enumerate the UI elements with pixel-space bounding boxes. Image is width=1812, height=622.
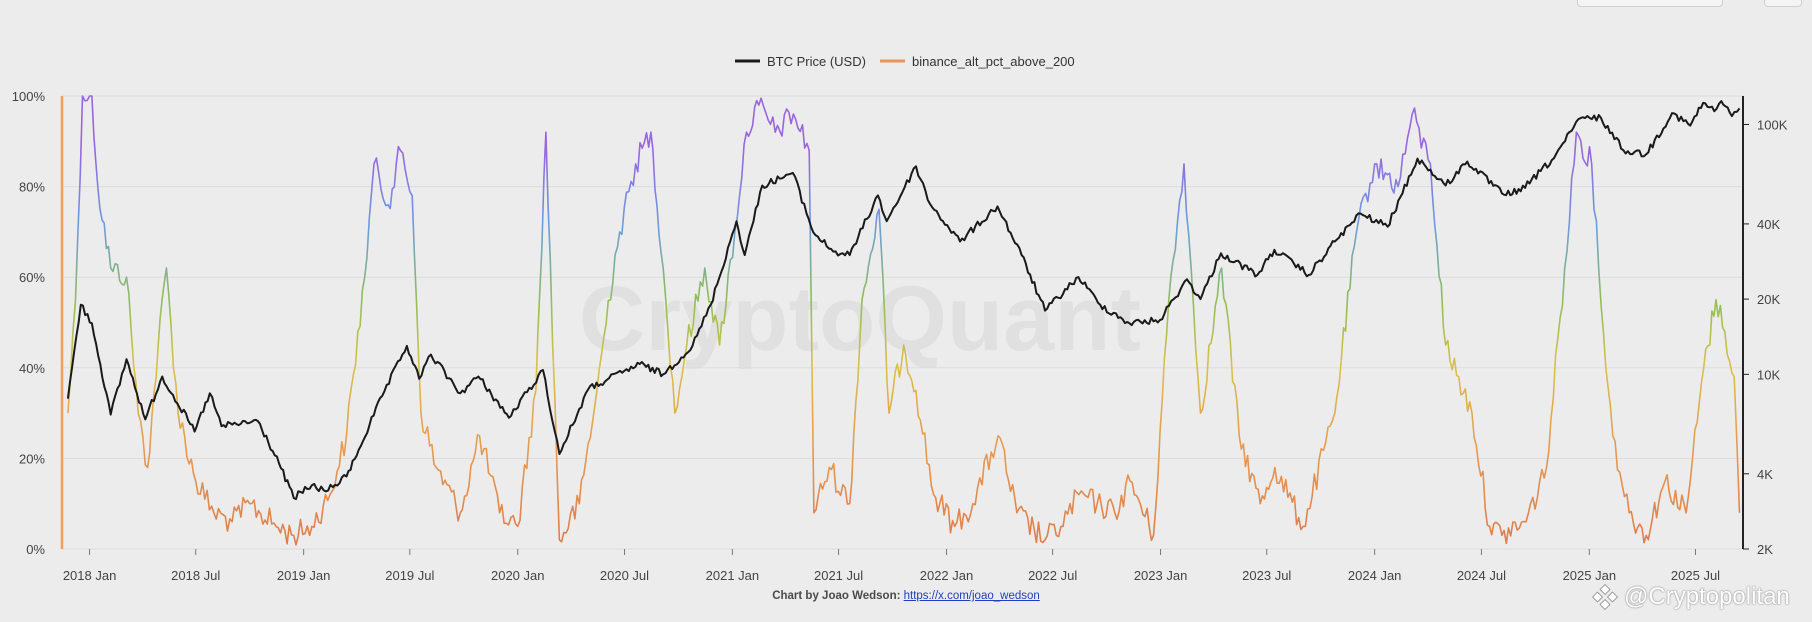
x-tick-label: 2018 Jul — [171, 568, 220, 583]
x-tick-label: 2025 Jul — [1671, 568, 1720, 583]
right-tick-label: 2K — [1757, 542, 1773, 557]
gridlines — [62, 95, 1743, 550]
x-axis: 2018 Jan 2018 Jul 2019 Jan 2019 Jul 2020 Jan… — [63, 549, 1720, 583]
watermark: CryptoQuant — [579, 268, 1141, 370]
credit-link[interactable]: https://x.com/joao_wedson — [903, 590, 1040, 602]
x-tick-label: 2023 Jan — [1134, 568, 1188, 583]
legend-alt-label[interactable]: binance_alt_pct_above_200 — [912, 54, 1075, 69]
x-tick-label: 2022 Jul — [1028, 568, 1077, 583]
left-tick-label: 100% — [12, 89, 46, 104]
left-tick-label: 40% — [19, 361, 45, 376]
alt-pct-series-line — [67, 95, 1741, 546]
credit-line: Chart by Joao Wedson: https://x.com/joao… — [0, 590, 1812, 602]
left-axis: 0% 20% 40% 60% 80% 100% — [12, 89, 46, 557]
brand-watermark: @Cryptopolitan — [1592, 582, 1790, 612]
right-tick-label: 40K — [1757, 217, 1780, 232]
x-tick-label: 2021 Jul — [814, 568, 863, 583]
btc-price-series-line — [66, 100, 1741, 501]
x-tick-label: 2019 Jul — [385, 568, 434, 583]
right-tick-label: 4K — [1757, 467, 1773, 482]
right-axis: 2K 4K 10K 20K 40K 100K — [1743, 117, 1788, 557]
x-tick-label: 2020 Jul — [600, 568, 649, 583]
brand-text: @Cryptopolitan — [1624, 583, 1790, 610]
left-tick-label: 80% — [19, 180, 45, 195]
top-toolbar-box[interactable] — [1577, 0, 1723, 7]
x-tick-label: 2021 Jan — [706, 568, 760, 583]
x-tick-label: 2023 Jul — [1242, 568, 1291, 583]
legend-btc-label[interactable]: BTC Price (USD) — [767, 54, 866, 69]
left-tick-label: 0% — [26, 542, 45, 557]
left-tick-label: 60% — [19, 270, 45, 285]
x-tick-label: 2019 Jan — [277, 568, 331, 583]
x-tick-label: 2020 Jan — [491, 568, 545, 583]
credit-prefix: Chart by Joao Wedson: — [772, 590, 901, 602]
legend[interactable]: BTC Price (USD) binance_alt_pct_above_20… — [735, 54, 1075, 69]
diamond-logo-icon — [1592, 584, 1618, 610]
top-toolbar-box-small[interactable] — [1764, 0, 1802, 7]
x-tick-label: 2025 Jan — [1563, 568, 1617, 583]
right-tick-label: 10K — [1757, 367, 1780, 382]
right-tick-label: 20K — [1757, 292, 1780, 307]
x-tick-label: 2024 Jul — [1457, 568, 1506, 583]
left-tick-label: 20% — [19, 451, 45, 466]
x-tick-label: 2024 Jan — [1348, 568, 1402, 583]
x-tick-label: 2022 Jan — [920, 568, 974, 583]
x-tick-label: 2018 Jan — [63, 568, 117, 583]
right-tick-label: 100K — [1757, 117, 1788, 132]
